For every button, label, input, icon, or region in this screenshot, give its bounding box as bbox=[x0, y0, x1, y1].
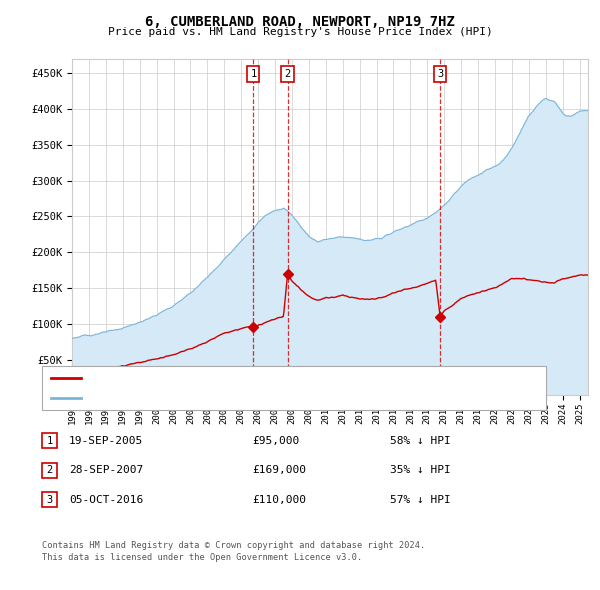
Text: 57% ↓ HPI: 57% ↓ HPI bbox=[390, 495, 451, 504]
Text: 05-OCT-2016: 05-OCT-2016 bbox=[69, 495, 143, 504]
Text: 3: 3 bbox=[437, 69, 443, 79]
Text: 2: 2 bbox=[46, 466, 53, 475]
Text: Price paid vs. HM Land Registry's House Price Index (HPI): Price paid vs. HM Land Registry's House … bbox=[107, 27, 493, 37]
Text: £110,000: £110,000 bbox=[252, 495, 306, 504]
Text: 58% ↓ HPI: 58% ↓ HPI bbox=[390, 436, 451, 445]
Text: 6, CUMBERLAND ROAD, NEWPORT, NP19 7HZ: 6, CUMBERLAND ROAD, NEWPORT, NP19 7HZ bbox=[145, 15, 455, 29]
Text: HPI: Average price, detached house, Newport: HPI: Average price, detached house, Newp… bbox=[87, 393, 356, 402]
Text: £95,000: £95,000 bbox=[252, 436, 299, 445]
Text: 28-SEP-2007: 28-SEP-2007 bbox=[69, 466, 143, 475]
Text: 1: 1 bbox=[46, 436, 53, 445]
Text: 1: 1 bbox=[250, 69, 256, 79]
Text: 6, CUMBERLAND ROAD, NEWPORT, NP19 7HZ (detached house): 6, CUMBERLAND ROAD, NEWPORT, NP19 7HZ (d… bbox=[87, 373, 425, 383]
Text: £169,000: £169,000 bbox=[252, 466, 306, 475]
Text: 19-SEP-2005: 19-SEP-2005 bbox=[69, 436, 143, 445]
Text: 35% ↓ HPI: 35% ↓ HPI bbox=[390, 466, 451, 475]
Text: Contains HM Land Registry data © Crown copyright and database right 2024.: Contains HM Land Registry data © Crown c… bbox=[42, 541, 425, 550]
Text: 2: 2 bbox=[284, 69, 290, 79]
Text: This data is licensed under the Open Government Licence v3.0.: This data is licensed under the Open Gov… bbox=[42, 553, 362, 562]
Text: 3: 3 bbox=[46, 495, 53, 504]
